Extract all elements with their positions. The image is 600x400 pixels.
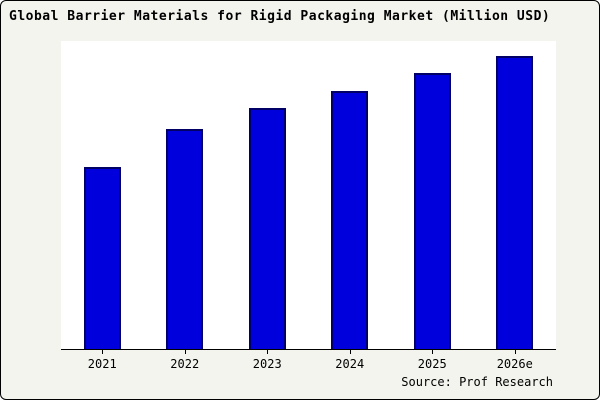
bar-2022 [166, 129, 204, 349]
x-tick-label-2024: 2024 [326, 350, 374, 371]
x-tick-label-2022: 2022 [161, 350, 209, 371]
x-tick-label-2021: 2021 [78, 350, 126, 371]
x-tick-label-2023: 2023 [243, 350, 291, 371]
bar-2026e [496, 55, 534, 349]
x-tick-text: 2024 [335, 357, 365, 371]
plot-area [61, 41, 556, 350]
bar-2024 [331, 90, 369, 349]
x-tick-mark [184, 350, 186, 354]
x-tick-mark [514, 350, 516, 354]
bar-2021 [83, 167, 121, 349]
bar-2025 [413, 73, 451, 349]
bar-2023 [248, 108, 286, 349]
x-tick-text: 2021 [87, 357, 117, 371]
source-note: Source: Prof Research [401, 375, 553, 389]
x-tick-text: 2026e [496, 357, 533, 371]
x-tick-label-2025: 2025 [408, 350, 456, 371]
x-tick-text: 2025 [417, 357, 447, 371]
x-axis-labels: 2021 2022 2023 2024 2025 2026e [61, 350, 556, 371]
x-tick-text: 2022 [170, 357, 200, 371]
x-tick-mark [432, 350, 434, 354]
x-tick-mark [349, 350, 351, 354]
x-tick-label-2026e: 2026e [491, 350, 539, 371]
x-tick-mark [267, 350, 269, 354]
x-tick-text: 2023 [252, 357, 282, 371]
chart-title: Global Barrier Materials for Rigid Packa… [9, 9, 551, 24]
x-tick-mark [102, 350, 104, 354]
